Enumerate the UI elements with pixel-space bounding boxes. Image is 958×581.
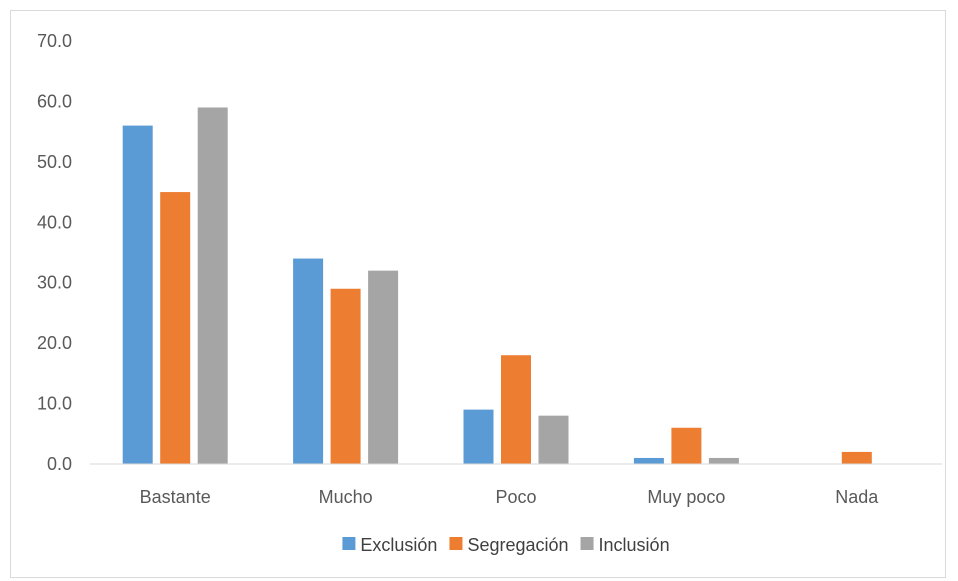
y-tick-label: 70.0	[37, 31, 72, 51]
legend-swatch	[580, 537, 594, 550]
bar-segregación-0	[160, 192, 191, 465]
x-tick-label: Bastante	[140, 487, 211, 507]
legend-swatch	[342, 537, 356, 550]
legend-item: Exclusión	[342, 535, 437, 555]
legend-item: Segregación	[449, 535, 569, 555]
bar-exclusión-0	[122, 125, 153, 464]
bar-segregación-2	[501, 355, 531, 464]
legend: Exclusión Segregación Inclusión	[342, 535, 670, 555]
x-tick-label: Poco	[495, 487, 536, 507]
bar-exclusión-3	[633, 457, 664, 464]
legend-label: Exclusión	[360, 535, 437, 555]
y-tick-label: 20.0	[37, 333, 72, 353]
x-tick-label: Mucho	[319, 487, 373, 507]
y-tick-label: 50.0	[37, 152, 72, 172]
legend-item: Inclusión	[580, 535, 670, 555]
y-tick-label: 0.0	[47, 454, 72, 474]
bar-inclusión-1	[368, 270, 399, 464]
x-tick-label: Nada	[835, 487, 879, 507]
y-axis-ticks: 0.0 10.0 20.0 30.0 40.0 50.0 60.0 70.0	[37, 31, 72, 474]
y-tick-label: 10.0	[37, 394, 72, 414]
legend-swatch	[449, 537, 463, 550]
x-tick-label: Muy poco	[647, 487, 725, 507]
x-axis-ticks: Bastante Mucho Poco Muy poco Nada	[140, 487, 880, 507]
legend-label: Inclusión	[599, 535, 670, 555]
bar-inclusión-0	[197, 107, 228, 464]
legend-label: Segregación	[467, 535, 568, 555]
bar-segregación-4	[841, 451, 872, 464]
bar-exclusión-2	[463, 409, 494, 464]
bar-exclusión-1	[293, 258, 324, 464]
y-tick-label: 30.0	[37, 273, 72, 293]
y-tick-label: 60.0	[37, 91, 72, 111]
bar-inclusión-3	[708, 457, 739, 464]
y-tick-label: 40.0	[37, 212, 72, 232]
bars	[122, 107, 872, 465]
bar-inclusión-2	[538, 415, 569, 464]
bar-segregación-3	[671, 427, 702, 464]
bar-segregación-1	[330, 288, 361, 464]
